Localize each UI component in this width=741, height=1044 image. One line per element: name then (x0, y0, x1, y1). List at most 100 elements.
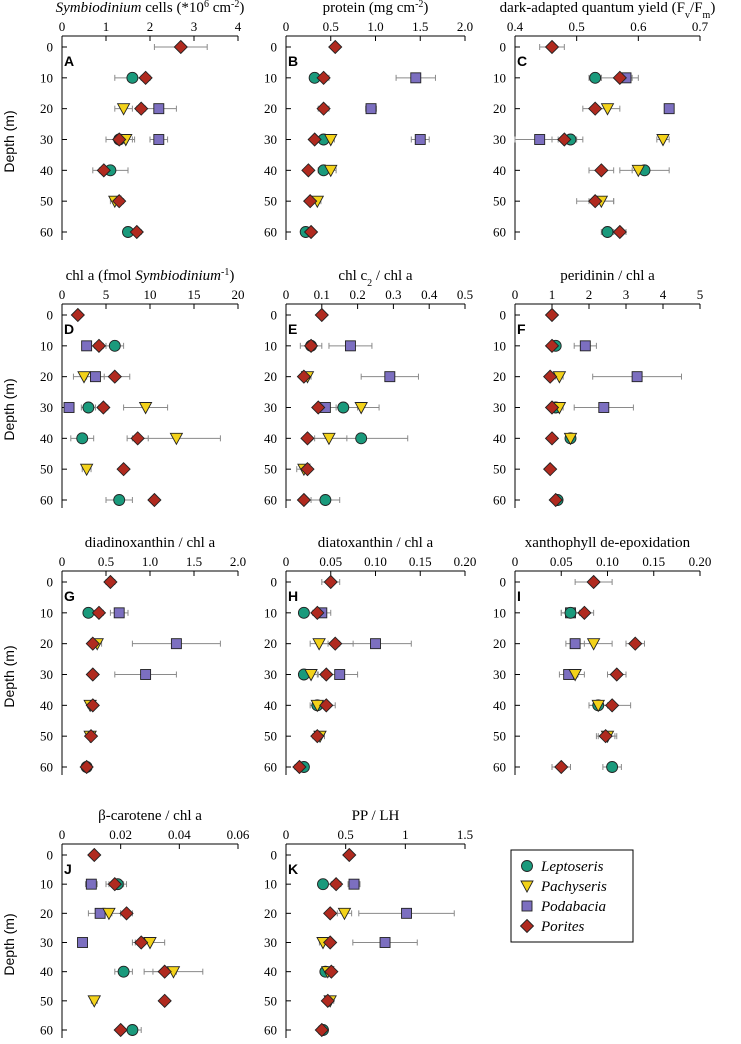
y-tick-label: 60 (40, 760, 53, 775)
point-porites (70, 307, 85, 323)
x-tick-label: 0.4 (421, 287, 438, 302)
panel-letter: J (64, 861, 72, 877)
point-porites (557, 132, 572, 147)
point-porites (323, 935, 338, 950)
y-tick-label: 20 (40, 636, 53, 651)
panel-letter: G (64, 588, 75, 604)
y-tick-label: 30 (264, 400, 277, 415)
y-tick-label: 20 (264, 101, 277, 116)
y-tick-label: 10 (493, 70, 506, 85)
point-porites (316, 70, 331, 85)
point-porites (107, 877, 122, 892)
point-leptoseris (108, 339, 121, 352)
point-pachyseris (568, 669, 582, 682)
y-tick-label: 10 (40, 338, 53, 353)
y-tick-label: 50 (40, 729, 53, 744)
panel-d: chl a (fmol Symbiodinium-1)0 5 10 15 2001020… (1, 267, 245, 508)
panel-letter: B (288, 53, 298, 69)
legend-label-pachyseris: Pachyseris (540, 879, 607, 895)
panel-title: chl a (fmol Symbiodinium-1) (66, 267, 235, 285)
point-podabacia (344, 340, 356, 352)
point-pachyseris (591, 699, 606, 713)
point-porites (543, 462, 558, 477)
y-tick-label: 10 (40, 877, 53, 892)
point-podabacia (170, 638, 182, 650)
point-leptoseris (564, 606, 577, 619)
point-pachyseris (354, 402, 368, 415)
y-axis-label: Depth (m) (1, 913, 17, 975)
point-podabacia (384, 371, 396, 383)
y-tick-label: 40 (40, 431, 53, 446)
point-pachyseris (563, 432, 578, 446)
point-podabacia (113, 607, 125, 619)
point-porites (303, 194, 318, 209)
point-porites (548, 492, 563, 508)
y-tick-label: 0 (47, 575, 54, 590)
point-porites (147, 492, 162, 508)
x-tick-label: 2.0 (457, 19, 473, 34)
y-tick-label: 0 (271, 308, 278, 323)
y-tick-label: 50 (493, 194, 506, 209)
x-tick-label: 2 (147, 19, 154, 34)
point-porites (292, 759, 307, 775)
panel-letter: C (517, 53, 527, 69)
point-porites (96, 400, 111, 415)
point-porites (300, 462, 315, 477)
point-leptoseris (126, 71, 139, 84)
point-porites (85, 667, 100, 682)
x-tick-label: 4 (660, 287, 667, 302)
y-tick-label: 50 (40, 194, 53, 209)
y-tick-label: 10 (264, 877, 277, 892)
point-podabacia (94, 907, 106, 919)
point-leptoseris (117, 965, 130, 978)
panel-title: peridinin / chl a (560, 268, 655, 284)
point-porites (612, 70, 627, 85)
point-porites (328, 877, 344, 892)
y-tick-label: 30 (264, 935, 277, 950)
point-porites (85, 636, 100, 651)
y-tick-label: 60 (493, 225, 506, 240)
point-porites (91, 338, 107, 353)
point-leptoseris (126, 1024, 139, 1036)
y-tick-label: 30 (493, 132, 506, 147)
point-pachyseris (77, 371, 91, 384)
point-porites (103, 574, 118, 590)
y-tick-label: 50 (40, 462, 53, 477)
y-tick-label: 10 (40, 70, 53, 85)
x-tick-label: 1.0 (367, 19, 383, 34)
point-porites (628, 636, 643, 651)
point-porites (544, 39, 560, 55)
panel-title: protein (mg cm-2) (323, 0, 429, 16)
x-tick-label: 0 (283, 19, 290, 34)
point-porites (316, 101, 331, 116)
point-podabacia (631, 371, 643, 383)
panel-letter: H (288, 588, 298, 604)
x-tick-label: 2.0 (230, 554, 246, 569)
y-tick-label: 30 (493, 400, 506, 415)
panel-letter: A (64, 53, 74, 69)
y-tick-label: 0 (271, 575, 278, 590)
point-podabacia (579, 340, 591, 352)
panel-g: diadinoxanthin / chl a 0 0.5 1.0 1.5 2.0 0 10 20… (1, 535, 246, 775)
x-tick-label: 2 (586, 287, 593, 302)
x-tick-label: 0.7 (692, 19, 709, 34)
panel-title: xanthophyll de-epoxidation (525, 535, 691, 551)
y-tick-label: 10 (40, 605, 53, 620)
x-tick-label: 0 (283, 827, 290, 842)
point-pachyseris (79, 463, 94, 477)
panel-title: diadinoxanthin / chl a (85, 535, 216, 551)
point-pachyseris (337, 907, 352, 921)
y-tick-label: 20 (264, 906, 277, 921)
legend-marker-pachyseris (520, 880, 534, 893)
point-porites (116, 462, 131, 477)
x-tick-label: 0.5 (457, 287, 473, 302)
point-porites (157, 964, 172, 979)
x-tick-label: 0 (59, 554, 66, 569)
x-tick-label: 0 (59, 287, 66, 302)
y-tick-label: 50 (493, 462, 506, 477)
y-tick-label: 50 (264, 194, 277, 209)
point-porites (307, 132, 322, 147)
y-tick-label: 60 (264, 225, 277, 240)
point-porites (588, 101, 603, 116)
x-tick-label: 4 (235, 19, 242, 34)
